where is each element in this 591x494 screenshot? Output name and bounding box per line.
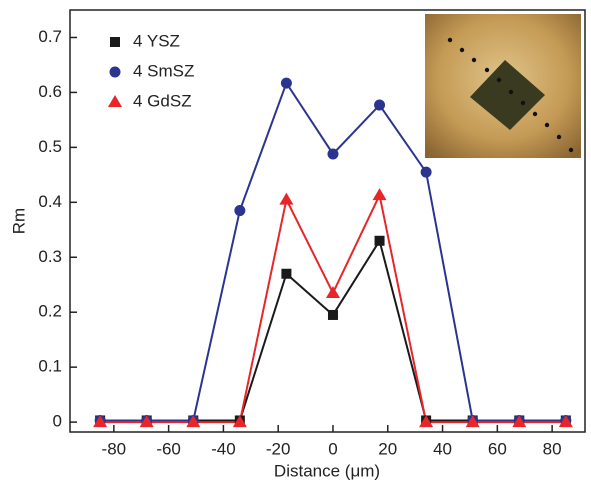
marker (372, 188, 387, 201)
series-line (100, 238, 566, 422)
marker (139, 415, 154, 428)
marker (465, 415, 480, 428)
y-tick-label: 0.7 (38, 27, 62, 46)
y-tick-label: 0.1 (38, 357, 62, 376)
x-axis-label: Distance (μm) (274, 461, 380, 480)
marker (327, 148, 339, 160)
y-tick-label: 0.3 (38, 247, 62, 266)
y-axis-label: Rm (9, 208, 28, 234)
x-tick-label: -40 (211, 439, 236, 458)
marker (93, 415, 108, 428)
x-tick-label: -80 (102, 439, 127, 458)
x-tick-label: 60 (488, 439, 507, 458)
x-tick-label: 0 (328, 439, 337, 458)
y-tick-label: 0.2 (38, 302, 62, 321)
marker (281, 268, 292, 279)
marker (279, 192, 294, 205)
series-line (100, 192, 566, 424)
legend-marker (109, 66, 121, 78)
inset-photo (425, 14, 581, 158)
y-tick-label: 0.5 (38, 137, 62, 156)
marker (234, 205, 246, 217)
legend-marker (108, 95, 122, 107)
plot-frame (69, 9, 586, 433)
marker (558, 415, 573, 428)
marker (420, 166, 432, 178)
x-tick-label: -60 (156, 439, 181, 458)
x-tick-label: -20 (266, 439, 291, 458)
legend-marker (110, 37, 120, 47)
marker (325, 285, 340, 298)
y-tick-label: 0.6 (38, 82, 62, 101)
legend-label: 4 SmSZ (133, 61, 194, 80)
marker (232, 415, 247, 428)
legend-label: 4 GdSZ (133, 91, 192, 110)
x-tick-label: 80 (543, 439, 562, 458)
marker (374, 235, 385, 246)
marker (327, 309, 338, 320)
x-tick-label: 40 (433, 439, 452, 458)
marker (280, 77, 292, 89)
y-tick-label: 0.4 (38, 192, 62, 211)
y-tick-label: 0 (53, 412, 62, 431)
marker (512, 415, 527, 428)
x-tick-label: 20 (378, 439, 397, 458)
marker (374, 99, 386, 111)
marker (419, 415, 434, 428)
legend-label: 4 YSZ (133, 31, 180, 50)
marker (186, 415, 201, 428)
